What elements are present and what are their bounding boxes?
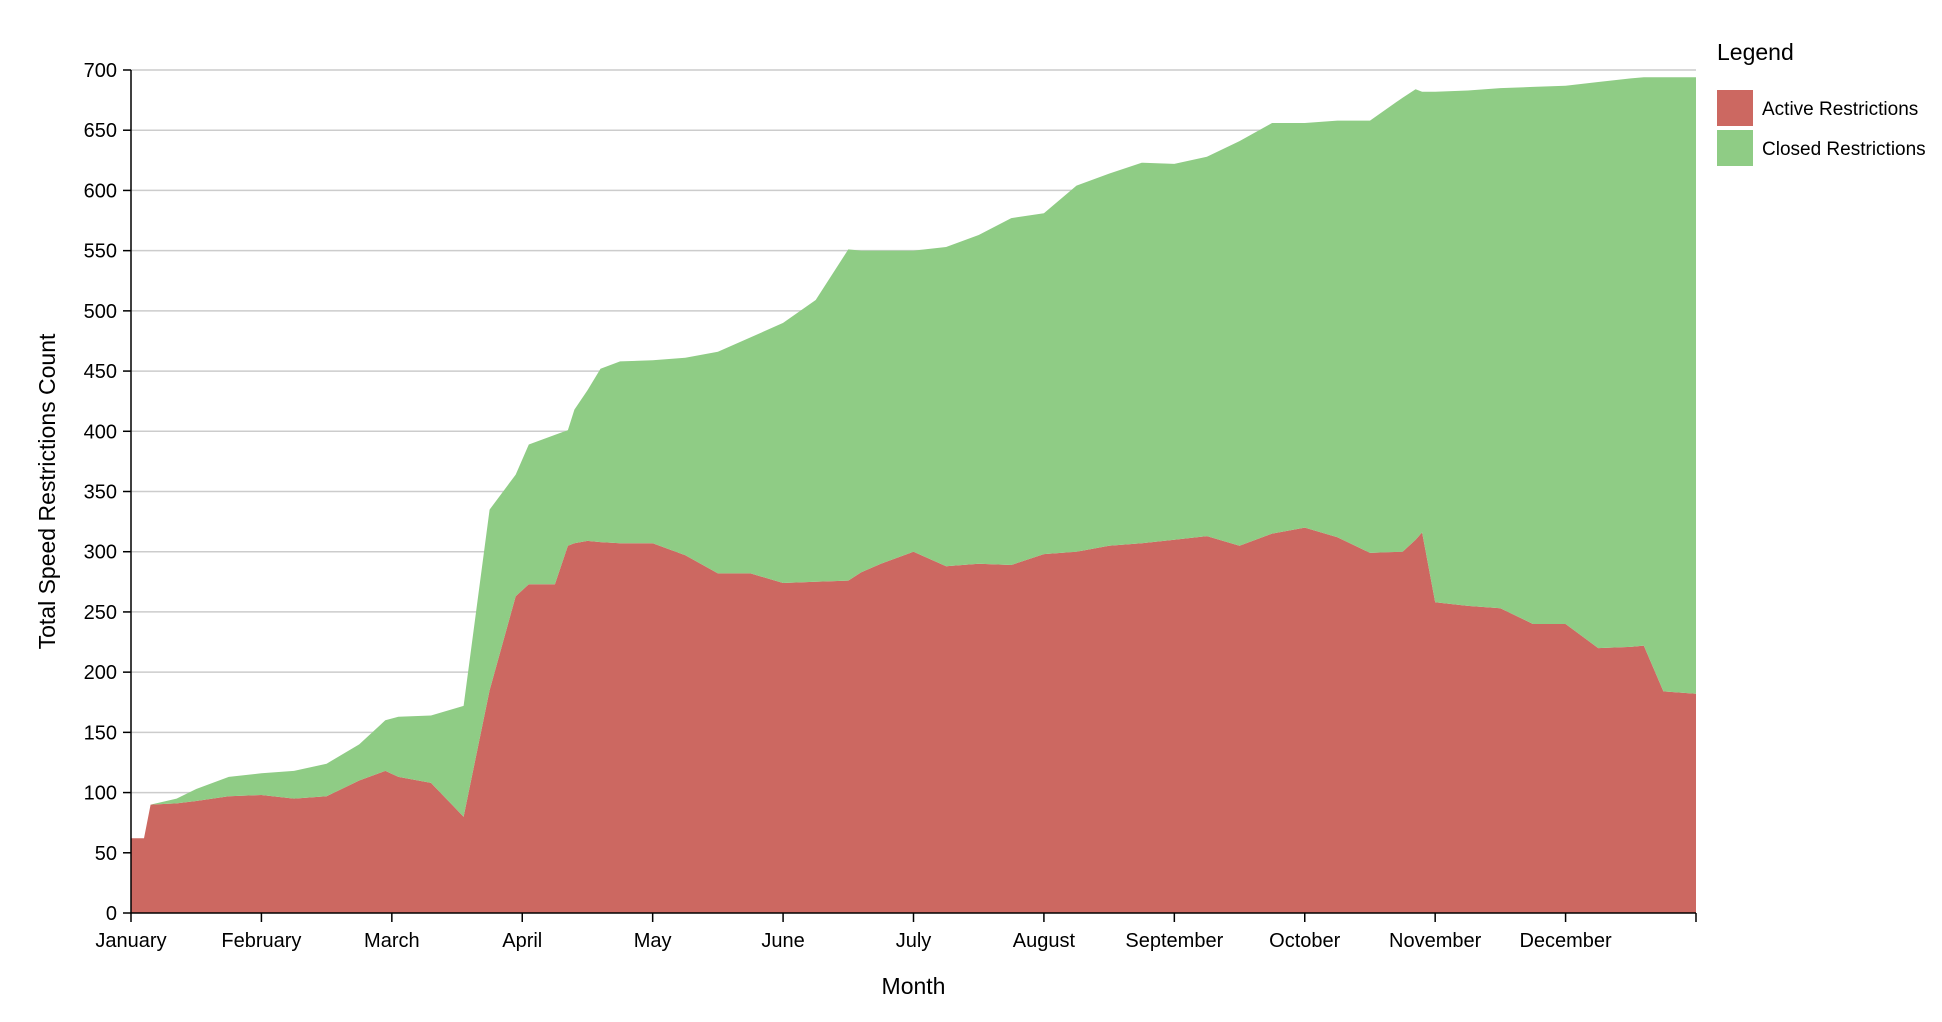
x-tick-label: August — [1013, 930, 1076, 952]
y-tick-label: 700 — [84, 60, 117, 82]
y-tick-label: 0 — [106, 903, 117, 925]
x-tick-label: December — [1519, 930, 1612, 952]
x-axis-title: Month — [882, 973, 946, 999]
y-tick-label: 300 — [84, 542, 117, 564]
x-tick-label: September — [1125, 930, 1223, 952]
area-active-restrictions — [131, 527, 1696, 913]
area-closed-restrictions — [131, 77, 1696, 839]
x-tick-label: July — [896, 930, 932, 952]
legend-label: Closed Restrictions — [1762, 139, 1926, 160]
x-tick-label: May — [634, 930, 672, 952]
legend-swatch — [1717, 90, 1753, 126]
area-series — [131, 77, 1696, 913]
y-tick-label: 150 — [84, 722, 117, 744]
y-tick-label: 400 — [84, 421, 117, 443]
legend-label: Active Restrictions — [1762, 99, 1918, 120]
legend-title: Legend — [1717, 39, 1794, 65]
y-tick-label: 600 — [84, 180, 117, 202]
y-tick-label: 550 — [84, 241, 117, 263]
y-axis-title: Total Speed Restrictions Count — [34, 333, 60, 649]
x-tick-label: October — [1269, 930, 1340, 952]
legend-swatch — [1717, 130, 1753, 166]
x-tick-label: November — [1389, 930, 1482, 952]
y-tick-label: 650 — [84, 120, 117, 142]
y-tick-label: 450 — [84, 361, 117, 383]
x-tick-label: January — [95, 930, 166, 952]
y-tick-label: 200 — [84, 662, 117, 684]
y-tick-label: 50 — [95, 843, 117, 865]
x-tick-label: February — [221, 930, 301, 952]
x-tick-label: April — [502, 930, 542, 952]
legend: Legend Active Restrictions Closed Restric… — [1717, 39, 1926, 166]
y-tick-label: 250 — [84, 602, 117, 624]
y-tick-label: 500 — [84, 301, 117, 323]
axes: 0 50 100 150 200 250 300 350 400 450 500 550 600 650 7… — [84, 60, 1697, 952]
y-tick-label: 350 — [84, 482, 117, 504]
x-tick-label: June — [761, 930, 804, 952]
x-tick-label: March — [364, 930, 420, 952]
y-tick-label: 100 — [84, 783, 117, 805]
